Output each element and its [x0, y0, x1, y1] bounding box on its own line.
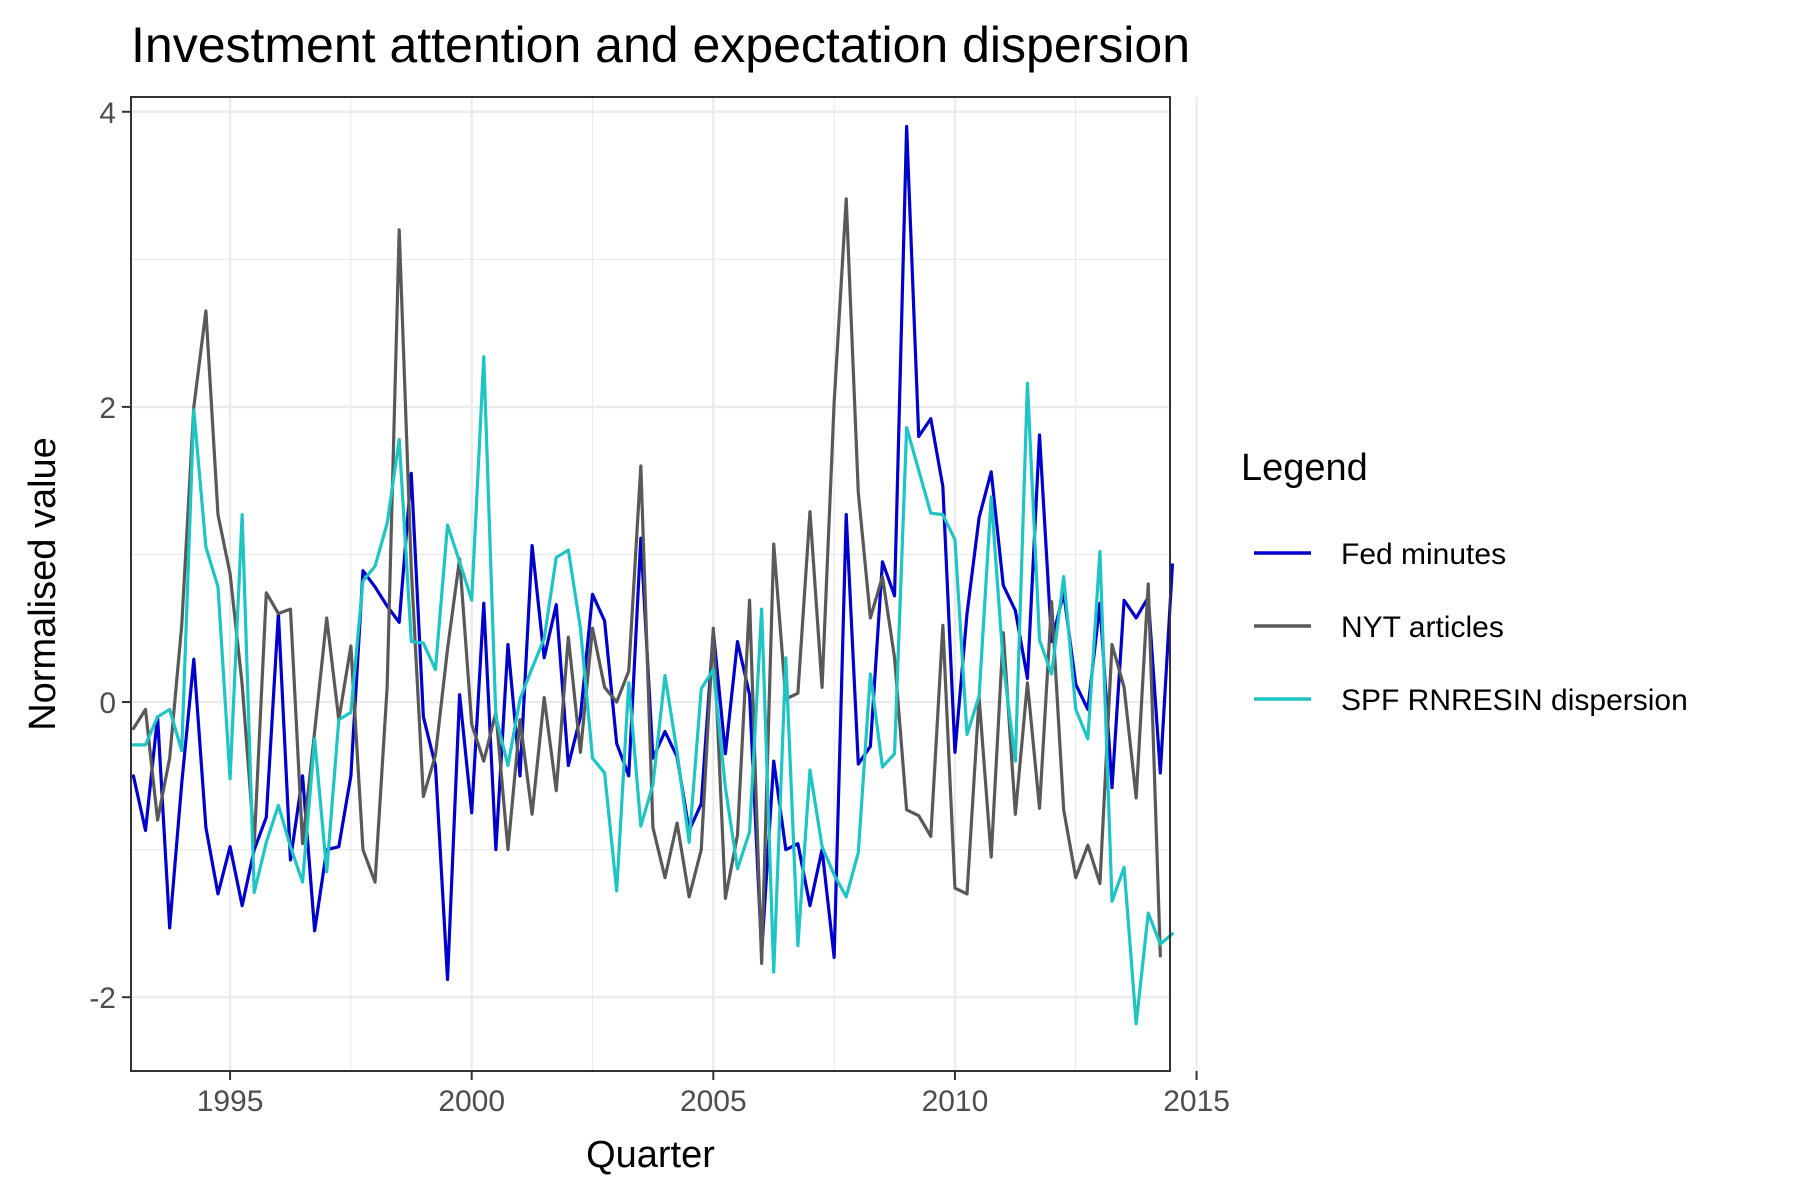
x-tick-label: 2010: [922, 1085, 989, 1118]
series-line-nyt-articles: [131, 197, 1162, 965]
legend-items: Fed minutes NYT articles SPF RNRESIN dispe…: [1254, 538, 1688, 717]
panel-background: [131, 97, 1170, 1071]
series-line-spf-rnresin-dispersion: [131, 355, 1175, 1026]
chart-title: Investment attention and expectation dis…: [131, 17, 1190, 73]
x-tick-label: 2015: [1163, 1085, 1230, 1118]
y-tick-label: 0: [99, 687, 116, 720]
series-lines: [131, 124, 1175, 1026]
legend: Legend Fed minutes NYT articles SPF RNRESI…: [1241, 447, 1688, 717]
legend-item: Fed minutes: [1254, 538, 1506, 571]
x-tick-label: 2005: [680, 1085, 747, 1118]
legend-item: SPF RNRESIN dispersion: [1254, 684, 1688, 717]
y-tick-label: -2: [89, 982, 116, 1015]
y-tick-label: 4: [99, 97, 116, 130]
axis-ticks: 1995 2000 2005 2010 2015 -2 0 2 4: [89, 97, 1230, 1118]
y-axis-title: Normalised value: [22, 437, 64, 731]
plot-panel: 1995 2000 2005 2010 2015 -2 0 2 4: [89, 96, 1230, 1118]
legend-title: Legend: [1241, 447, 1368, 489]
panel-border: [130, 96, 1171, 1072]
x-tick-label: 2000: [438, 1085, 505, 1118]
x-tick-label: 1995: [197, 1085, 264, 1118]
legend-label: SPF RNRESIN dispersion: [1341, 684, 1688, 717]
legend-item: NYT articles: [1254, 611, 1504, 644]
legend-label: NYT articles: [1341, 611, 1504, 644]
legend-label: Fed minutes: [1341, 538, 1506, 571]
x-axis-title: Quarter: [586, 1134, 715, 1176]
y-tick-label: 2: [99, 392, 116, 425]
